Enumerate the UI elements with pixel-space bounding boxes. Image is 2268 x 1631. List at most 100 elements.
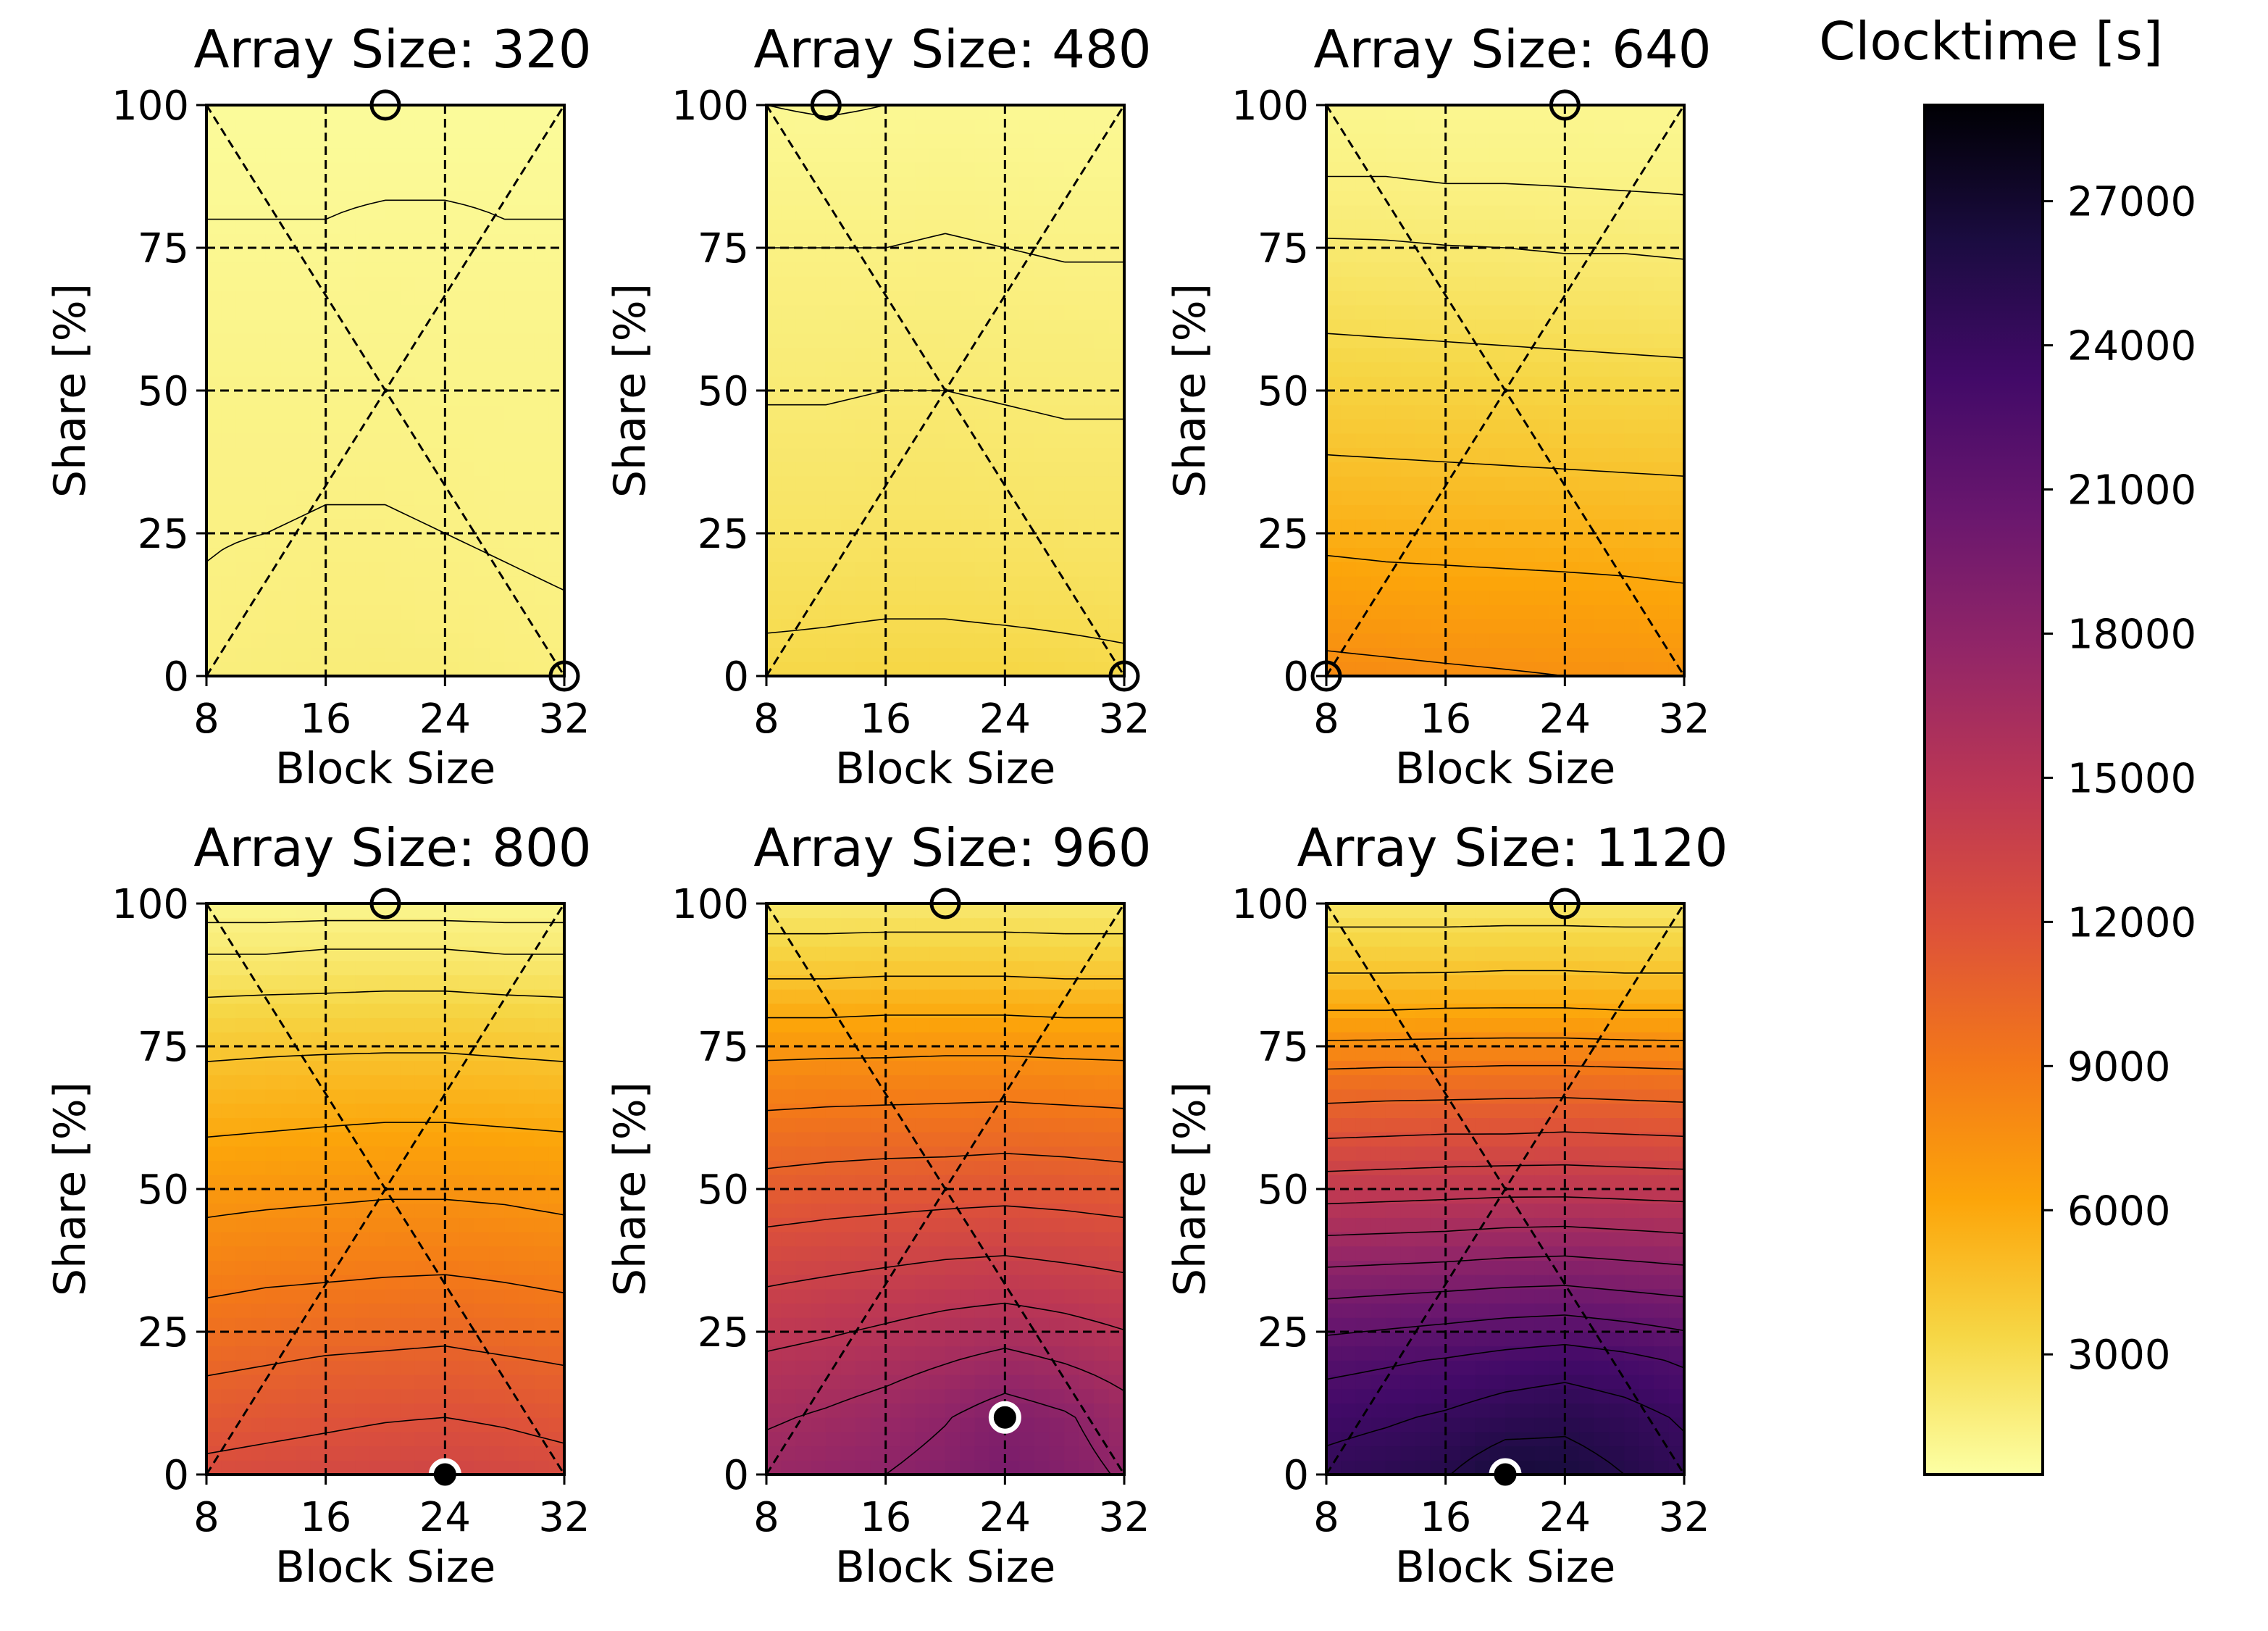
heatmap-cell <box>945 1459 961 1474</box>
heatmap-cell <box>534 975 550 990</box>
heatmap-cell <box>251 219 267 234</box>
heatmap-cell <box>1341 404 1357 420</box>
heatmap-cell <box>519 533 535 548</box>
heatmap-cell <box>1019 1303 1035 1318</box>
heatmap-cell <box>325 561 341 577</box>
heatmap-cell <box>915 1117 931 1132</box>
heatmap-cell <box>1371 176 1386 191</box>
heatmap-cell <box>1520 147 1536 163</box>
heatmap-cell <box>1489 433 1506 449</box>
heatmap-cell <box>265 319 282 334</box>
heatmap-cell <box>974 362 991 377</box>
heatmap-cell <box>781 275 797 291</box>
heatmap-cell <box>1079 1246 1095 1261</box>
heatmap-cell <box>825 1260 842 1275</box>
heatmap-cell <box>795 1431 812 1447</box>
heatmap-cell <box>280 1388 296 1403</box>
heatmap-cell <box>474 1246 490 1261</box>
heatmap-cell <box>474 1231 490 1247</box>
heatmap-cell <box>280 1288 296 1304</box>
heatmap-cell <box>519 247 535 263</box>
heatmap-cell <box>296 1003 311 1019</box>
heatmap-cell <box>340 190 356 206</box>
heatmap-cell <box>945 119 961 134</box>
heatmap-cell <box>1034 575 1050 591</box>
heatmap-cell <box>781 418 797 434</box>
heatmap-cell <box>400 1359 416 1375</box>
heatmap-cell <box>885 988 901 1004</box>
heatmap-cell <box>265 1103 282 1118</box>
heatmap-cell <box>1415 147 1431 163</box>
heatmap-cell <box>795 1203 812 1218</box>
heatmap-cell <box>1594 390 1610 406</box>
heatmap-cell <box>1341 247 1357 263</box>
heatmap-cell <box>781 462 797 477</box>
heatmap-cell <box>459 946 475 962</box>
heatmap-cell <box>296 490 311 506</box>
heatmap-cell <box>1049 1103 1066 1118</box>
heatmap-cell <box>340 1359 356 1375</box>
heatmap-cell <box>385 1174 401 1190</box>
heatmap-cell <box>400 1060 416 1075</box>
heatmap-cell <box>206 518 222 534</box>
heatmap-cell <box>310 1203 327 1218</box>
heatmap-cell <box>1355 475 1372 491</box>
heatmap-cell <box>1579 418 1595 434</box>
heatmap-cell <box>1564 418 1581 434</box>
heatmap-cell <box>929 219 946 234</box>
heatmap-cell <box>1019 1160 1035 1175</box>
heatmap-cell <box>280 547 296 562</box>
heatmap-cell <box>1430 347 1447 363</box>
heatmap-cell <box>1489 190 1506 206</box>
heatmap-cell <box>1108 333 1124 349</box>
heatmap-cell <box>811 1174 827 1190</box>
heatmap-cell <box>519 1231 535 1247</box>
heatmap-cell <box>1079 319 1095 334</box>
heatmap-cell <box>474 1103 490 1118</box>
heatmap-cell <box>1019 1288 1035 1304</box>
heatmap-cell <box>929 204 946 220</box>
heatmap-cell <box>1108 1131 1124 1147</box>
heatmap-cell <box>795 1288 812 1304</box>
heatmap-cell <box>825 1274 842 1290</box>
heatmap-cell <box>825 162 842 177</box>
heatmap-cell <box>444 162 461 177</box>
heatmap-cell <box>1534 618 1551 634</box>
heatmap-cell <box>519 433 535 449</box>
heatmap-cell <box>929 661 946 676</box>
heatmap-cell <box>385 1117 401 1132</box>
heatmap-cell <box>1108 1017 1124 1033</box>
heatmap-cell <box>310 176 327 191</box>
heatmap-cell <box>1004 904 1021 919</box>
heatmap-cell <box>1341 119 1357 134</box>
heatmap-cell <box>489 1031 506 1047</box>
heatmap-cell <box>385 1374 401 1390</box>
heatmap-cell <box>1430 533 1447 548</box>
heatmap-cell <box>1064 1103 1080 1118</box>
heatmap-cell <box>459 1031 475 1047</box>
heatmap-cell <box>1108 433 1124 449</box>
heatmap-cell <box>1064 490 1080 506</box>
heatmap-cell <box>1004 475 1021 491</box>
heatmap-cell <box>1004 975 1021 990</box>
heatmap-cell <box>400 319 416 334</box>
heatmap-cell <box>430 1388 445 1403</box>
heatmap-cell <box>534 1174 550 1190</box>
heatmap-cell <box>369 333 386 349</box>
heatmap-cell <box>825 504 842 520</box>
heatmap-cell <box>781 1388 797 1403</box>
heatmap-cell <box>1064 1174 1080 1190</box>
heatmap-cell <box>1520 547 1536 562</box>
heatmap-cell <box>766 604 782 620</box>
heatmap-cell <box>459 1346 475 1361</box>
heatmap-cell <box>325 247 341 263</box>
heatmap-cell <box>960 447 976 462</box>
heatmap-cell <box>1371 547 1386 562</box>
heatmap-cell <box>444 362 461 377</box>
heatmap-cell <box>1341 490 1357 506</box>
heatmap-cell <box>340 988 356 1004</box>
heatmap-cell <box>915 1417 931 1432</box>
heatmap-cell <box>1019 1103 1035 1118</box>
heatmap-cell <box>855 1459 871 1474</box>
heatmap-cell <box>1609 105 1625 120</box>
